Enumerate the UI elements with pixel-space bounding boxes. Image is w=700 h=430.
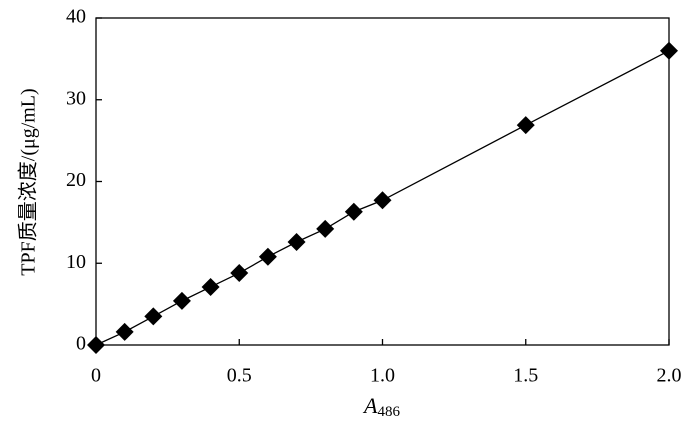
data-point: [373, 191, 392, 210]
data-point: [144, 307, 163, 326]
data-point: [516, 116, 535, 135]
y-tick-label: 0: [76, 333, 86, 355]
data-point: [172, 291, 191, 310]
x-tick-label: 0: [91, 365, 101, 387]
data-point: [344, 202, 363, 221]
data-point: [287, 232, 306, 251]
y-tick-label: 10: [66, 251, 86, 273]
y-tick-label: 40: [66, 6, 86, 28]
data-point: [87, 336, 105, 354]
data-point: [316, 219, 335, 238]
x-tick-label: 2.0: [657, 365, 682, 387]
x-axis-label: A486: [362, 393, 400, 420]
x-tick-label: 1.0: [370, 365, 395, 387]
data-point: [660, 41, 678, 60]
x-axis-label-subscript: 486: [377, 404, 400, 420]
data-point: [230, 264, 249, 283]
data-point: [115, 322, 134, 341]
y-tick-label: 30: [66, 87, 86, 109]
x-tick-label: 1.5: [513, 365, 538, 387]
x-axis-label-main: A: [362, 393, 378, 418]
data-point: [201, 277, 220, 296]
data-point: [258, 247, 277, 266]
y-axis-label: TPF质量浓度/(μg/mL): [17, 88, 40, 275]
x-tick-label: 0.5: [227, 365, 252, 387]
y-tick-label: 20: [66, 169, 86, 191]
